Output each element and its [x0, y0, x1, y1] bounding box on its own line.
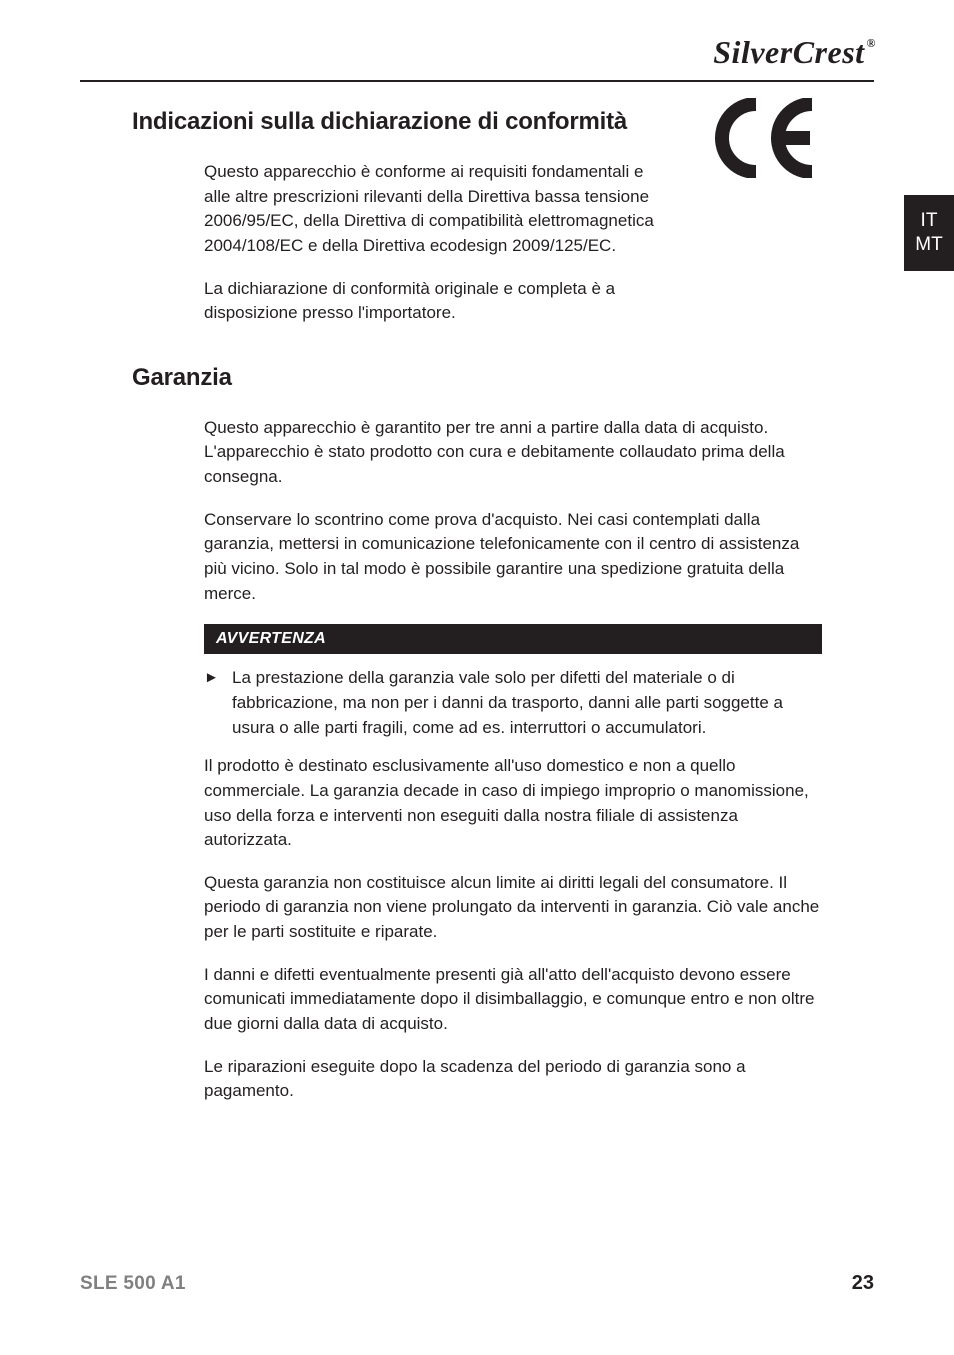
lang-code-it: IT — [921, 209, 938, 233]
warning-bullet-text: La prestazione della garanzia vale solo … — [232, 666, 822, 740]
warranty-paragraph-3: Il prodotto è destinato esclusivamente a… — [204, 754, 822, 853]
section-body: Questo apparecchio è conforme ai requisi… — [204, 160, 822, 326]
page-content: Indicazioni sulla dichiarazione di confo… — [132, 108, 822, 1122]
warning-label: AVVERTENZA — [204, 624, 822, 654]
brand-logo: SilverCrest® — [713, 34, 874, 71]
warranty-paragraph-2: Conservare lo scontrino come prova d'acq… — [204, 508, 822, 607]
bullet-icon: ► — [204, 666, 232, 740]
model-number: SLE 500 A1 — [80, 1273, 186, 1295]
warranty-paragraph-6: Le riparazioni eseguite dopo la scadenza… — [204, 1055, 822, 1104]
conformity-paragraph-2: La dichiarazione di conformità originale… — [204, 277, 664, 326]
warning-bullet: ► La prestazione della garanzia vale sol… — [204, 666, 822, 740]
page-header: SilverCrest® — [0, 34, 954, 81]
registered-mark: ® — [867, 36, 876, 50]
heading-warranty: Garanzia — [132, 364, 822, 392]
section-warranty: Garanzia Questo apparecchio è garantito … — [132, 364, 822, 1104]
warranty-paragraph-1: Questo apparecchio è garantito per tre a… — [204, 416, 822, 490]
warranty-paragraph-5: I danni e difetti eventualmente presenti… — [204, 963, 822, 1037]
ce-mark-icon — [714, 98, 824, 183]
conformity-paragraph-1: Questo apparecchio è conforme ai requisi… — [204, 160, 664, 259]
page-number: 23 — [852, 1272, 874, 1295]
language-tab: IT MT — [904, 195, 954, 271]
brand-name: SilverCrest — [713, 34, 864, 70]
section-conformity: Indicazioni sulla dichiarazione di confo… — [132, 108, 822, 326]
header-rule — [80, 80, 874, 82]
lang-code-mt: MT — [915, 233, 942, 257]
warranty-paragraph-4: Questa garanzia non costituisce alcun li… — [204, 871, 822, 945]
section-body: Questo apparecchio è garantito per tre a… — [204, 416, 822, 1104]
page-footer: SLE 500 A1 23 — [80, 1272, 874, 1295]
page: SilverCrest® IT MT Indicazioni sulla dic… — [0, 0, 954, 1355]
